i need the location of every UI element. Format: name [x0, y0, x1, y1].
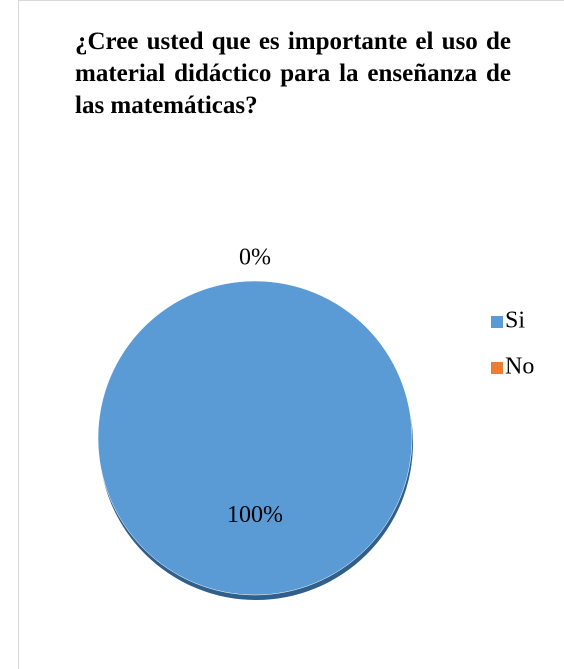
data-label: 0%	[239, 245, 271, 271]
legend-swatch	[491, 362, 503, 374]
legend-label: No	[505, 354, 534, 380]
chart-title: ¿Cree usted que es importante el uso de …	[75, 28, 511, 119]
data-label: 100%	[227, 502, 283, 528]
pie-slice	[97, 280, 413, 596]
legend-swatch	[491, 316, 503, 328]
legend-label: Si	[505, 308, 525, 334]
